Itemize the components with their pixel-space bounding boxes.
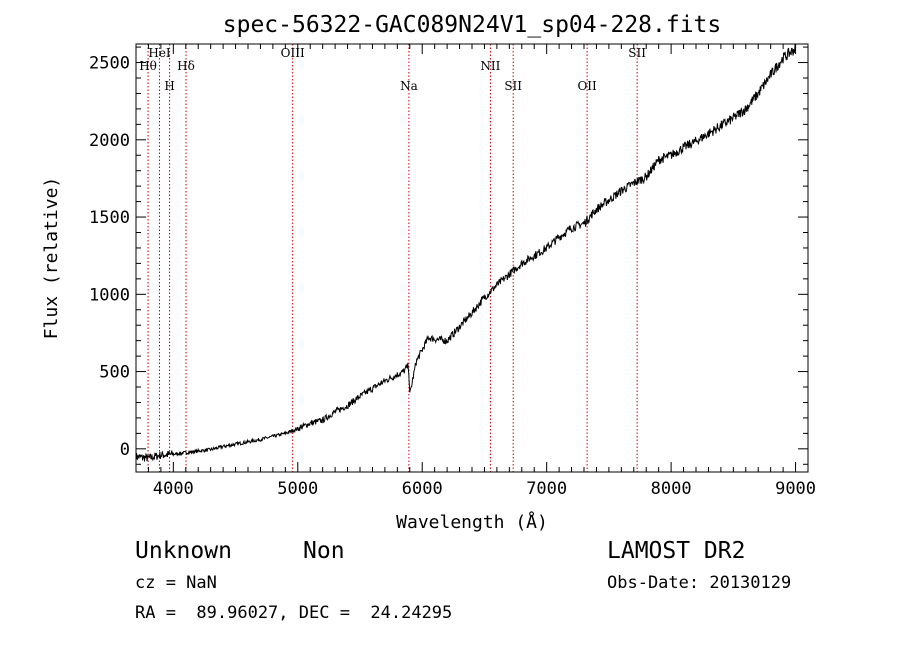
line-label-2: H [164, 79, 174, 93]
line-label-3: Hδ [177, 59, 195, 73]
line-label-8: OII [577, 79, 597, 93]
x-tick-label: 7000 [526, 479, 567, 499]
y-tick-label: 2500 [89, 54, 130, 74]
obs-date-text: Obs-Date: 20130129 [607, 573, 792, 593]
line-label-0: Hθ [139, 59, 157, 73]
coordinates-text: RA = 89.96027, DEC = 24.24295 [135, 603, 453, 623]
line-label-5: Na [400, 79, 418, 93]
line-label-1: HeI [148, 46, 171, 60]
line-label-7: SII [504, 79, 522, 93]
y-axis-label: Flux (relative) [41, 177, 62, 340]
y-tick-label: 1000 [89, 285, 130, 305]
chart-title: spec-56322-GAC089N24V1_sp04-228.fits [223, 12, 722, 38]
x-tick-label: 4000 [153, 479, 194, 499]
x-tick-label: 6000 [402, 479, 443, 499]
redshift-text: cz = NaN [135, 573, 217, 593]
line-label-6: NII [480, 59, 500, 73]
y-axis-ticks: 0 500 1000 1500 2000 2500 [89, 46, 808, 465]
class-label: Unknown [135, 538, 232, 564]
y-tick-label: 1500 [89, 208, 130, 228]
spectrum-chart: spec-56322-GAC089N24V1_sp04-228.fits HθH… [41, 12, 816, 533]
survey-label: LAMOST DR2 [607, 538, 746, 564]
line-label-4: OIII [281, 46, 305, 60]
y-tick-label: 0 [120, 440, 130, 460]
spectrum-line [135, 44, 797, 462]
x-axis-ticks: 4000 5000 6000 7000 8000 9000 [147, 44, 816, 499]
x-axis-label: Wavelength (Å) [396, 511, 548, 533]
line-label-9: SII [628, 46, 646, 60]
y-tick-label: 2000 [89, 131, 130, 151]
subclass-label: Non [303, 538, 345, 564]
x-tick-label: 5000 [277, 479, 318, 499]
plot-frame [135, 43, 809, 473]
x-tick-label: 9000 [775, 479, 816, 499]
y-tick-label: 500 [99, 363, 130, 383]
x-tick-label: 8000 [651, 479, 692, 499]
